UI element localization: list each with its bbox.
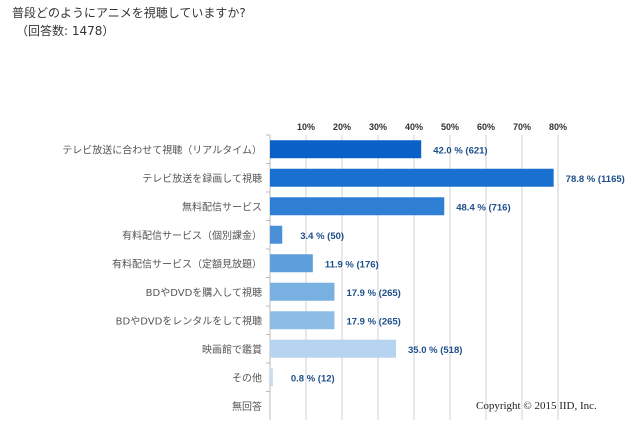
x-tick-label: 60% [477, 122, 495, 132]
bar [270, 311, 335, 330]
data-label: 17.9 % (265) [346, 316, 400, 327]
category-label: 無回答 [232, 400, 262, 413]
category-label: BDやDVDをレンタルをして視聴 [116, 314, 262, 327]
bar [270, 140, 422, 159]
category-label: BDやDVDを購入して視聴 [146, 286, 262, 299]
chart-subtitle: （回答数: 1478） [16, 24, 115, 38]
bar [270, 254, 313, 273]
x-tick-label: 50% [441, 122, 459, 132]
category-label: 有料配信サービス（個別課金） [122, 229, 262, 242]
x-tick-label: 40% [405, 122, 423, 132]
bar [270, 282, 335, 301]
x-tick-label: 80% [549, 122, 567, 132]
data-label: 11.9 % (176) [325, 259, 379, 270]
bar [270, 197, 445, 216]
data-label: 3.4 % (50) [300, 231, 344, 242]
chart-title: 普段どのようにアニメを視聴していますか? [12, 6, 246, 20]
x-tick-label: 70% [513, 122, 531, 132]
data-label: 78.8 % (1165) [566, 174, 625, 185]
data-label: 17.9 % (265) [346, 288, 400, 299]
bar [270, 168, 554, 187]
category-label: 無料配信サービス [182, 200, 262, 213]
data-label: 35.0 % (518) [408, 345, 462, 356]
category-label: その他 [232, 371, 262, 384]
x-tick-label: 30% [369, 122, 387, 132]
data-label: 0.8 % (12) [291, 373, 335, 384]
category-label: 映画館で鑑賞 [202, 343, 262, 356]
bar [270, 225, 283, 244]
category-label: 有料配信サービス（定額見放題） [112, 257, 262, 270]
bar [270, 368, 273, 387]
x-tick-label: 10% [297, 122, 315, 132]
copyright-notice: Copyright © 2015 IID, Inc. [476, 400, 597, 412]
bar [270, 339, 396, 358]
category-label: テレビ放送を録画して視聴 [142, 172, 262, 185]
x-tick-label: 20% [333, 122, 351, 132]
data-label: 42.0 % (621) [433, 145, 487, 156]
data-label: 48.4 % (716) [456, 202, 510, 213]
category-label: テレビ放送に合わせて視聴（リアルタイム） [62, 143, 262, 156]
